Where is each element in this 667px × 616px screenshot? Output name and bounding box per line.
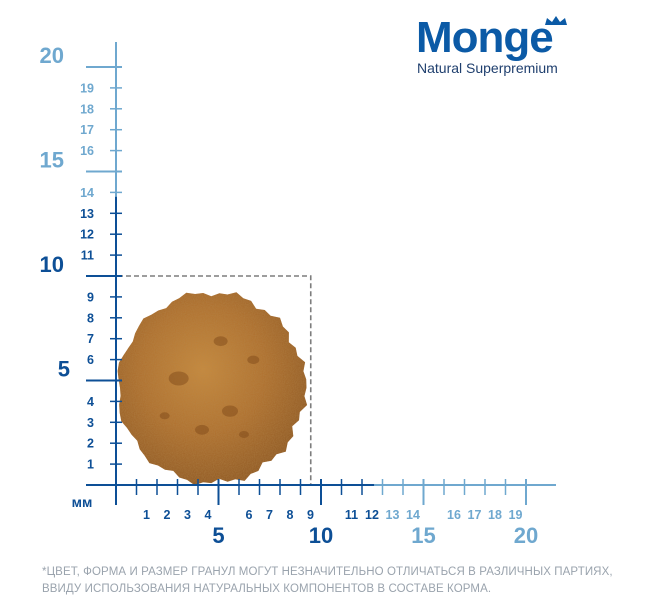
kibble-spot xyxy=(247,355,260,365)
x-tick-label: 19 xyxy=(509,508,523,522)
x-tick-label: 7 xyxy=(266,508,273,522)
brand-name: Monge xyxy=(416,13,554,62)
y-tick-label: 20 xyxy=(40,43,64,68)
y-tick-label: 7 xyxy=(87,332,94,346)
y-tick-label: 10 xyxy=(40,252,64,277)
y-tick-label: 9 xyxy=(87,290,94,304)
brand-tagline: Natural Superpremium xyxy=(417,60,558,76)
x-tick-label: 13 xyxy=(386,508,400,522)
y-tick-label: 14 xyxy=(80,186,94,200)
y-tick-label: 8 xyxy=(87,311,94,325)
x-tick-label: 5 xyxy=(212,523,224,548)
y-tick-label: 13 xyxy=(80,207,94,221)
y-tick-label: 5 xyxy=(58,357,70,382)
kibble-spot xyxy=(221,405,238,417)
x-tick-label: 3 xyxy=(184,508,191,522)
brand-logo: Monge Natural Superpremium xyxy=(416,14,616,84)
y-tick-label: 3 xyxy=(87,416,94,430)
x-tick-label: 17 xyxy=(468,508,482,522)
kibble-spot xyxy=(159,412,170,420)
kibble-spot xyxy=(238,430,249,438)
unit-label: мм xyxy=(72,494,93,510)
x-tick-label: 18 xyxy=(488,508,502,522)
y-tick-label: 19 xyxy=(80,81,94,95)
x-tick-label: 4 xyxy=(205,508,212,522)
kibble-spot xyxy=(194,424,209,435)
y-tick-label: 6 xyxy=(87,353,94,367)
y-tick-label: 4 xyxy=(87,395,94,409)
kibble-spot xyxy=(168,371,189,386)
x-tick-label: 11 xyxy=(345,508,358,522)
x-tick-label: 15 xyxy=(411,523,435,548)
x-tick-label: 12 xyxy=(365,508,379,522)
x-tick-label: 6 xyxy=(246,508,253,522)
y-tick-label: 17 xyxy=(80,123,94,137)
x-tick-label: 10 xyxy=(309,523,333,548)
y-tick-label: 16 xyxy=(80,144,94,158)
x-tick-label: 2 xyxy=(164,508,171,522)
y-tick-label: 11 xyxy=(81,249,94,263)
x-tick-label: 8 xyxy=(287,508,294,522)
ruler-ticks xyxy=(86,66,527,505)
kibble-texture xyxy=(117,292,308,486)
size-box-dashed-line xyxy=(86,275,312,485)
x-tick-label: 20 xyxy=(514,523,538,548)
kibble-image xyxy=(117,292,308,486)
x-tick-label: 16 xyxy=(447,508,461,522)
x-tick-label: 9 xyxy=(307,508,314,522)
y-tick-label: 15 xyxy=(40,148,64,173)
disclaimer-note: *ЦВЕТ, ФОРМА И РАЗМЕР ГРАНУЛ МОГУТ НЕЗНА… xyxy=(42,564,642,598)
disclaimer-line-2: ВВИДУ ИСПОЛЬЗОВАНИЯ НАТУРАЛЬНЫХ КОМПОНЕН… xyxy=(42,583,492,595)
x-tick-label: 14 xyxy=(406,508,420,522)
disclaimer-line-1: *ЦВЕТ, ФОРМА И РАЗМЕР ГРАНУЛ МОГУТ НЕЗНА… xyxy=(42,566,613,578)
y-tick-label: 1 xyxy=(87,458,94,472)
kibble-spot xyxy=(213,336,228,347)
kibble-size-outline xyxy=(86,275,312,485)
y-tick-label: 2 xyxy=(87,437,94,451)
x-tick-label: 1 xyxy=(143,508,150,522)
y-tick-label: 12 xyxy=(80,228,94,242)
crown-icon xyxy=(545,16,567,25)
y-tick-label: 18 xyxy=(80,102,94,116)
